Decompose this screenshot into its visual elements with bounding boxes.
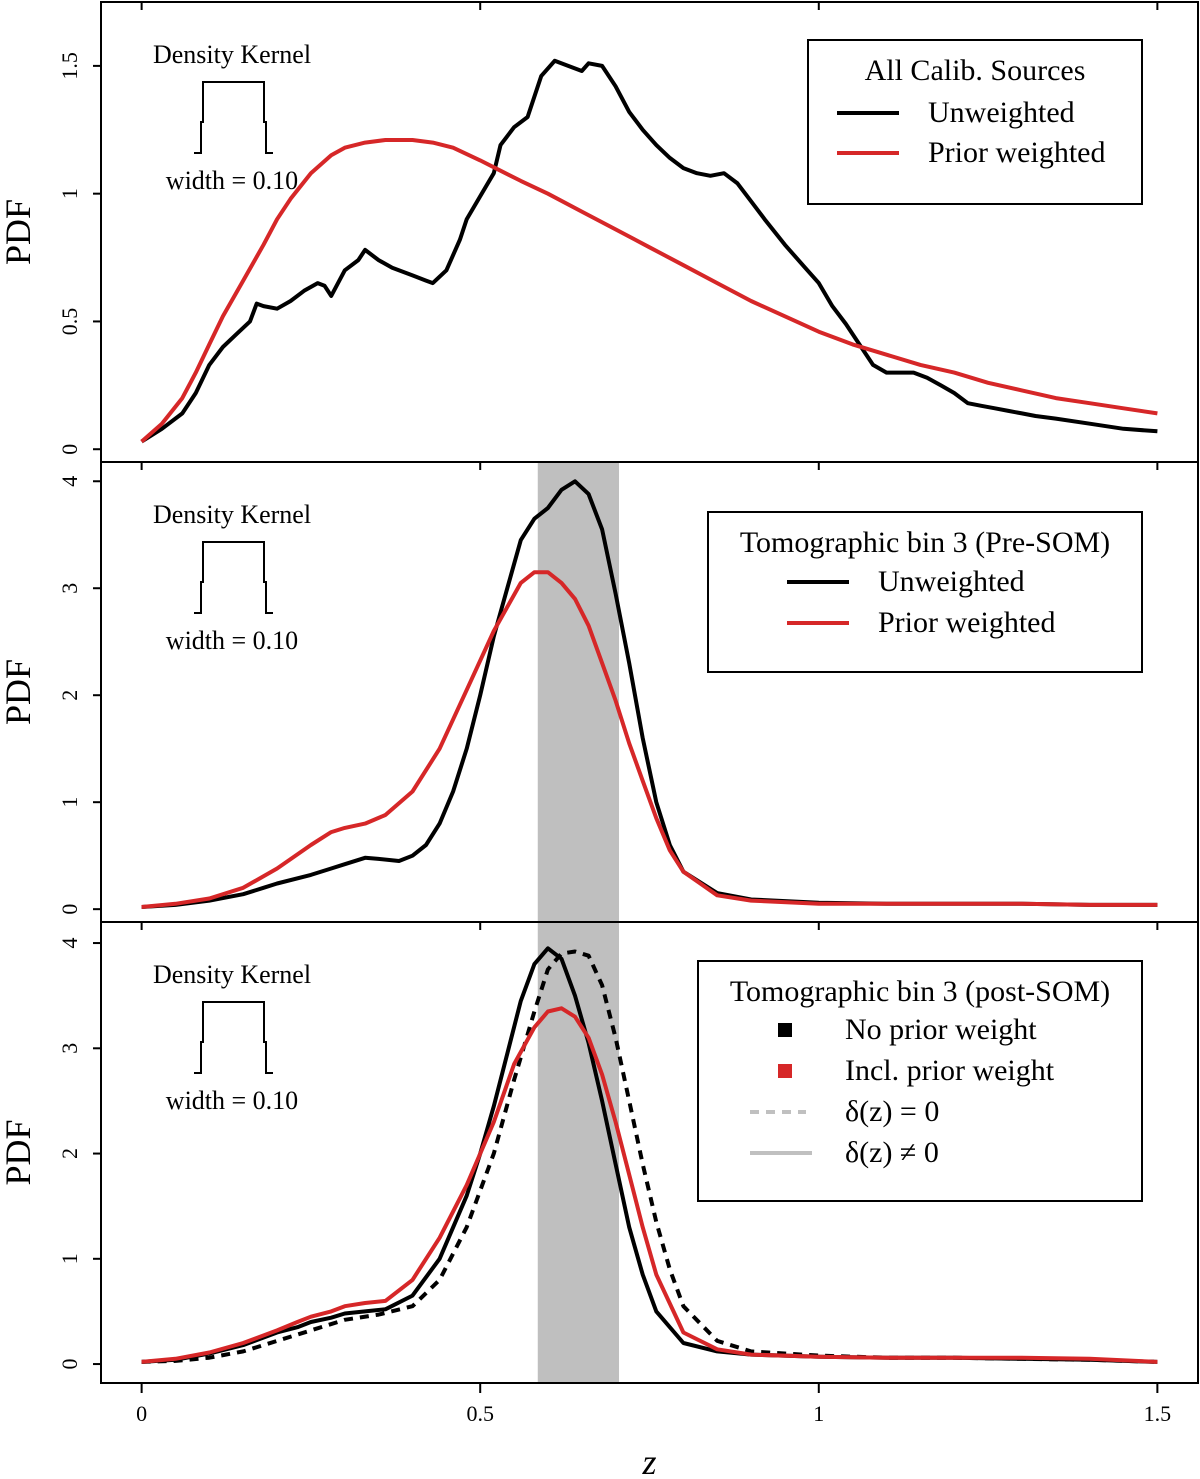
panel-1: 0 0.5 1 1.5 PDF Density Kernel width = 0.10 All… (0, 1, 1199, 463)
y-tick-label: 2 (57, 1148, 82, 1159)
legend-label: Prior weighted (878, 606, 1055, 639)
legend-label: No prior weight (845, 1013, 1037, 1046)
panel-2: 0 1 2 3 4 PDF Density Kernel width = 0.10 Tomogr… (0, 461, 1199, 923)
series-line-2 (140, 138, 1158, 444)
kernel-width-label: width = 0.10 (166, 1086, 298, 1115)
kernel-shape-icon (194, 81, 273, 154)
legend-title: All Calib. Sources (865, 54, 1086, 87)
legend-label: δ(z) = 0 (845, 1095, 939, 1128)
y-tick-label: 3 (57, 583, 82, 594)
legend-box (707, 511, 1143, 673)
legend-label: Incl. prior weight (845, 1054, 1055, 1087)
kernel-width-label: width = 0.10 (166, 166, 298, 195)
highlight-band (537, 922, 620, 1383)
legend: Tomographic bin 3 (Pre-SOM) Unweighted Pri… (707, 511, 1143, 673)
y-tick-label: 4 (57, 476, 82, 487)
legend-label: δ(z) ≠ 0 (845, 1136, 939, 1169)
legend-square-icon (778, 1023, 792, 1037)
legend-box (807, 39, 1143, 205)
x-axis-title: z (641, 1442, 656, 1479)
series-line-3 (141, 1006, 1158, 1364)
y-axis-title: PDF (0, 199, 38, 265)
y-tick-label: 1 (57, 797, 82, 808)
x-tick-label: 0.5 (466, 1401, 494, 1426)
legend-title: Tomographic bin 3 (Pre-SOM) (740, 526, 1110, 559)
legend-title: Tomographic bin 3 (post-SOM) (730, 975, 1110, 1008)
kernel-shape-icon (194, 541, 273, 614)
series-line-2 (141, 570, 1158, 909)
y-axis-title: PDF (0, 1119, 38, 1185)
legend-box (697, 960, 1143, 1202)
y-tick-label: 0.5 (57, 308, 82, 336)
series-line-1 (140, 58, 1158, 444)
legend: All Calib. Sources Unweighted Prior weight… (807, 39, 1143, 205)
highlight-band (537, 462, 620, 922)
y-tick-label: 1.5 (57, 52, 82, 80)
x-tick-label: 0 (136, 1401, 147, 1426)
y-tick-label: 1 (57, 1253, 82, 1264)
y-tick-label: 2 (57, 690, 82, 701)
legend-label: Unweighted (928, 96, 1075, 129)
x-tick-label: 1.5 (1144, 1401, 1172, 1426)
kernel-shape-icon (194, 1001, 273, 1074)
legend-square-icon (778, 1064, 792, 1078)
panel-3: 0 1 2 3 4 PDF Density Kernel width = 0.10 Tomogr… (0, 921, 1199, 1384)
legend-label: Prior weighted (928, 136, 1105, 169)
y-tick-label: 0 (57, 904, 82, 915)
panel-frame (100, 921, 1199, 1384)
kernel-title: Density Kernel (153, 960, 311, 989)
kernel-title: Density Kernel (153, 500, 311, 529)
kernel-width-label: width = 0.10 (166, 626, 298, 655)
kernel-title: Density Kernel (153, 40, 311, 69)
y-axis-title: PDF (0, 659, 38, 725)
y-tick-label: 1 (57, 188, 82, 199)
y-tick-label: 4 (57, 938, 82, 949)
y-tick-label: 0 (57, 1359, 82, 1370)
legend: Tomographic bin 3 (post-SOM) No prior wei… (697, 960, 1143, 1202)
y-tick-label: 0 (57, 444, 82, 455)
x-axis: 0 0.5 1 1.5 z (136, 1383, 1171, 1479)
legend-label: Unweighted (878, 565, 1025, 598)
y-tick-label: 3 (57, 1043, 82, 1054)
x-tick-label: 1 (813, 1401, 824, 1426)
